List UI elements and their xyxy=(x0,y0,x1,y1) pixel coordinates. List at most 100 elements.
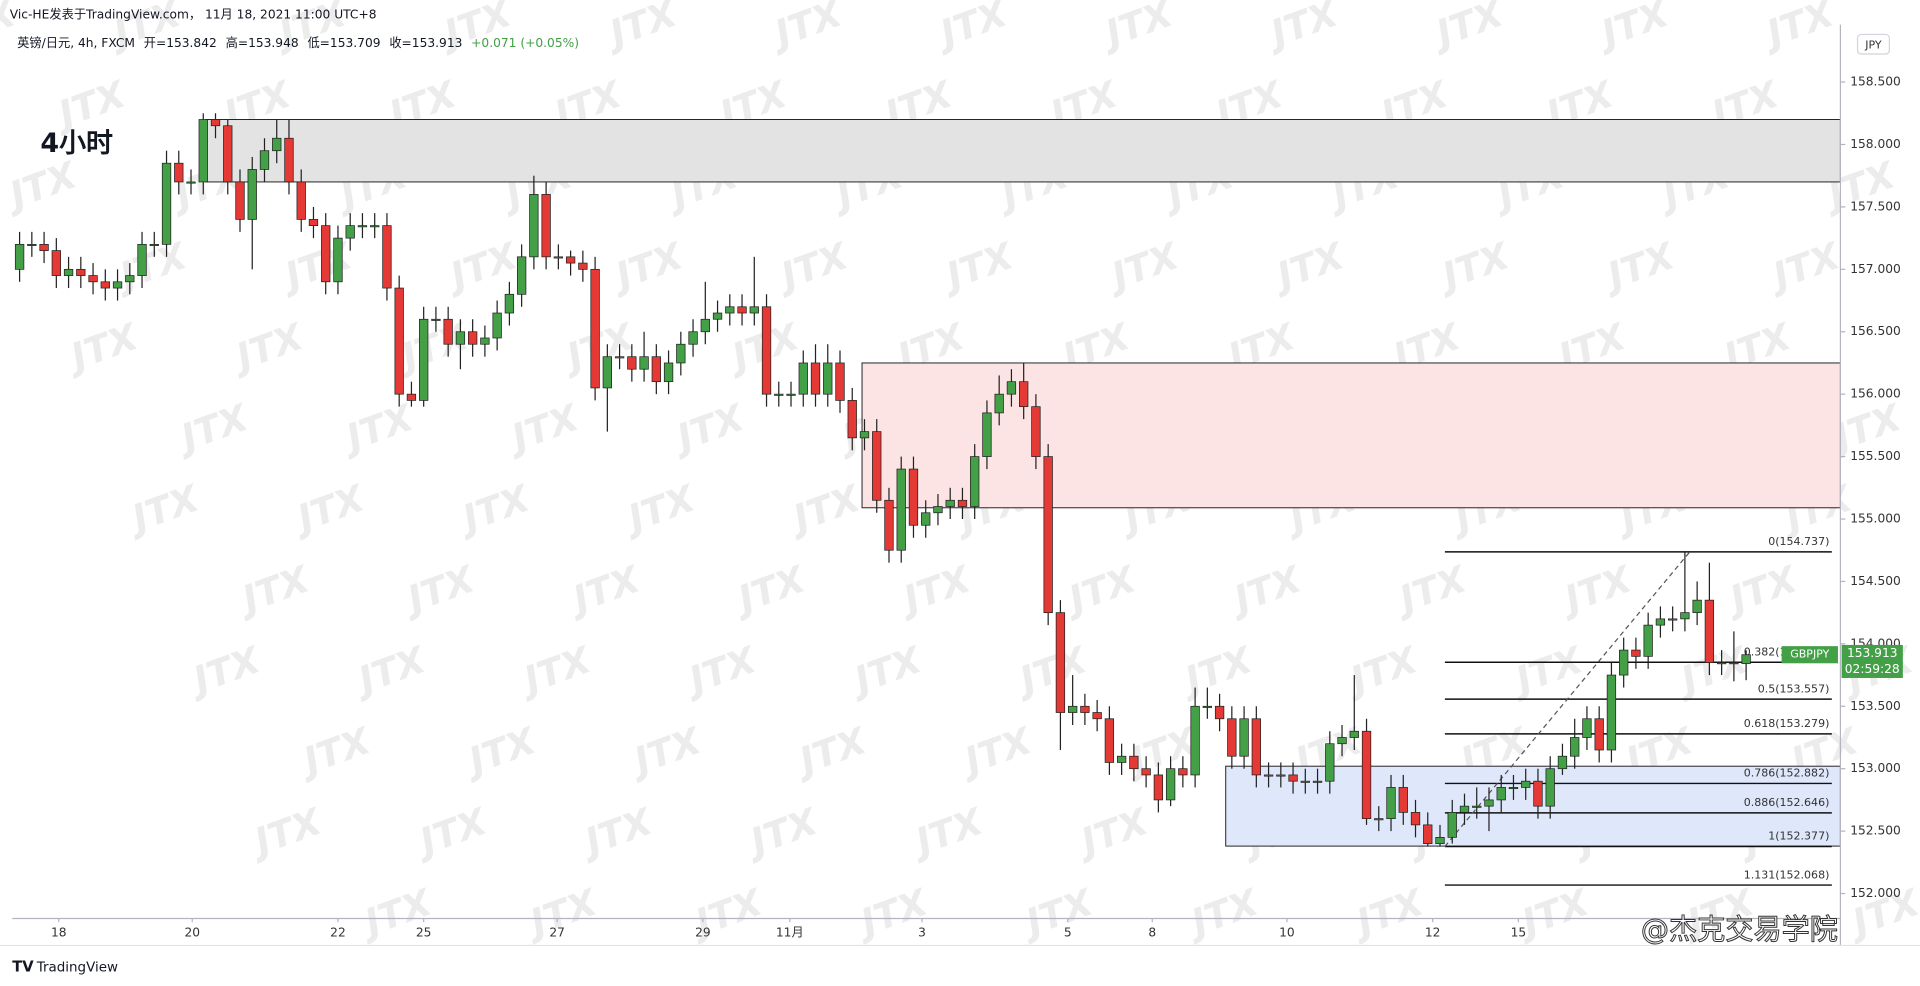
candle-body xyxy=(63,268,74,276)
candle-body xyxy=(455,331,466,345)
candle-body xyxy=(100,281,110,289)
x-tick-label: 18 xyxy=(51,926,67,940)
candle-body xyxy=(945,499,955,507)
candle-body xyxy=(1484,799,1494,807)
change: +0.071 (+0.05%) xyxy=(471,36,579,50)
candle-body xyxy=(112,281,123,289)
candle-body xyxy=(125,275,135,283)
price-tag-value: 153.913 xyxy=(1847,646,1898,660)
symbol: 英镑/日元, 4h, FXCM xyxy=(17,35,135,50)
candle-body xyxy=(994,393,1004,414)
candle-body xyxy=(1312,780,1323,783)
x-tick-label: 3 xyxy=(918,926,926,940)
candle-body xyxy=(761,306,772,395)
credit: @杰克交易学院 xyxy=(1641,913,1838,946)
brand: 𝗧𝗩 TradingView xyxy=(12,958,118,975)
candle-body xyxy=(186,181,196,184)
candle-body xyxy=(1092,712,1102,720)
candle-body xyxy=(1410,812,1421,826)
candle-body xyxy=(737,306,747,314)
candle-body xyxy=(1655,618,1666,626)
candle-body xyxy=(957,499,968,507)
symbol-tag-label[interactable]: GBPJPY xyxy=(1790,648,1829,661)
y-tick-label: 157.500 xyxy=(1850,199,1901,213)
symbol-tag[interactable] xyxy=(1781,646,1838,664)
candle-body xyxy=(1263,774,1274,777)
candle-body xyxy=(308,219,319,226)
candle-body xyxy=(970,456,980,507)
candle-body xyxy=(51,250,61,276)
x-tick-label: 15 xyxy=(1511,926,1527,940)
candle-body xyxy=(1165,768,1176,801)
candle-body xyxy=(1300,780,1310,783)
candle-body xyxy=(1019,381,1029,408)
x-tick-label: 27 xyxy=(549,926,565,940)
candle-body xyxy=(247,169,257,220)
candle-body xyxy=(1533,780,1543,807)
x-tick-label: 22 xyxy=(330,926,346,940)
candle-body xyxy=(161,162,172,245)
candle-body xyxy=(1508,787,1519,790)
candle-body xyxy=(614,356,625,359)
candle-body xyxy=(1594,718,1604,751)
candle-body xyxy=(39,243,49,251)
price-tag xyxy=(1841,644,1903,678)
candle-body xyxy=(1423,824,1433,844)
candle-body xyxy=(602,356,612,389)
candle-body xyxy=(847,400,857,439)
fib-label: 1(152.377) xyxy=(1768,830,1829,843)
candle-body xyxy=(810,362,821,395)
high-value: 高=153.948 xyxy=(226,35,299,50)
y-tick-label: 153.000 xyxy=(1850,761,1901,775)
candle-body xyxy=(1190,705,1200,776)
candle-body xyxy=(541,194,551,258)
candle-body xyxy=(1398,787,1408,813)
candle-body xyxy=(1178,768,1188,776)
price-tag-countdown: 02:59:28 xyxy=(1845,662,1900,676)
candles xyxy=(14,113,1751,847)
brand-name: TradingView xyxy=(36,960,118,975)
candle-body xyxy=(443,318,453,345)
y-tick-label: 157.000 xyxy=(1850,262,1901,276)
fib-label: 1.131(152.068) xyxy=(1744,868,1830,881)
candle-body xyxy=(406,393,417,401)
candle-body xyxy=(1141,768,1151,776)
candle-body xyxy=(333,237,343,283)
candle-body xyxy=(725,306,735,314)
brand-logo: 𝗧𝗩 xyxy=(12,958,34,975)
candle-body xyxy=(982,412,992,457)
candle-body xyxy=(370,225,380,228)
candle-body xyxy=(688,331,698,345)
candle-body xyxy=(284,137,294,183)
candle-body xyxy=(529,194,539,258)
currency[interactable]: JPY xyxy=(1864,38,1882,51)
candle-body xyxy=(259,150,270,170)
candle-body xyxy=(235,181,245,220)
candle-body xyxy=(676,343,686,364)
candle-body xyxy=(1729,662,1739,665)
candle-body xyxy=(394,287,404,395)
candle-body xyxy=(210,119,221,127)
candle-body xyxy=(774,393,784,396)
currency-box[interactable] xyxy=(1856,33,1891,55)
candle-body xyxy=(1214,705,1225,720)
candle-body xyxy=(798,362,808,395)
candle-body xyxy=(1741,654,1751,664)
candle-body xyxy=(1104,718,1115,763)
candle-body xyxy=(1716,662,1727,665)
candle-body xyxy=(382,225,392,289)
candle-body xyxy=(149,243,159,246)
candle-body xyxy=(1472,805,1482,808)
candle-body xyxy=(896,468,906,551)
candle-body xyxy=(1043,456,1053,614)
fib-label: 0(154.737) xyxy=(1768,535,1829,548)
candle-body xyxy=(88,275,98,283)
x-tick-label: 11月 xyxy=(776,926,804,940)
candle-body xyxy=(345,225,355,239)
annotation: 4小时 xyxy=(40,128,113,159)
candle-body xyxy=(1361,730,1372,820)
candle-body xyxy=(1643,624,1653,657)
fib-label: 0.786(152.882) xyxy=(1744,767,1830,780)
candle-body xyxy=(1129,755,1139,770)
candle-body xyxy=(1435,836,1445,844)
